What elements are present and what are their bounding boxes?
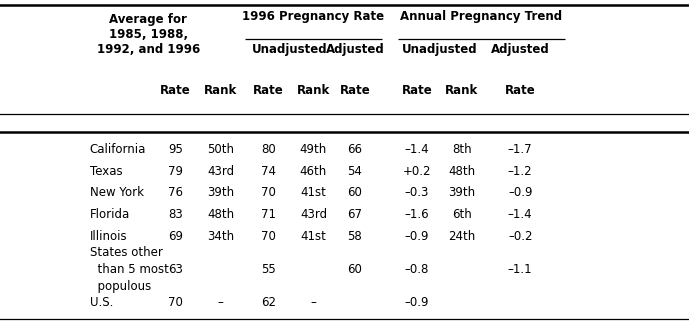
- Text: 69: 69: [168, 230, 183, 242]
- Text: Rate: Rate: [505, 84, 535, 97]
- Text: 39th: 39th: [207, 186, 234, 199]
- Text: –0.9: –0.9: [404, 230, 429, 242]
- Text: 71: 71: [261, 208, 276, 221]
- Text: –1.4: –1.4: [404, 143, 429, 156]
- Text: Texas: Texas: [90, 165, 122, 178]
- Text: 39th: 39th: [448, 186, 475, 199]
- Text: 76: 76: [168, 186, 183, 199]
- Text: 34th: 34th: [207, 230, 234, 242]
- Text: 70: 70: [261, 186, 276, 199]
- Text: 67: 67: [347, 208, 362, 221]
- Text: 24th: 24th: [448, 230, 475, 242]
- Text: –0.9: –0.9: [508, 186, 533, 199]
- Text: Average for
1985, 1988,
1992, and 1996: Average for 1985, 1988, 1992, and 1996: [96, 13, 200, 56]
- Text: 48th: 48th: [448, 165, 475, 178]
- Text: –0.3: –0.3: [404, 186, 429, 199]
- Text: 80: 80: [261, 143, 276, 156]
- Text: 46th: 46th: [300, 165, 327, 178]
- Text: 79: 79: [168, 165, 183, 178]
- Text: –1.2: –1.2: [508, 165, 533, 178]
- Text: Rank: Rank: [297, 84, 330, 97]
- Text: 70: 70: [261, 230, 276, 242]
- Text: –: –: [311, 296, 316, 308]
- Text: California: California: [90, 143, 146, 156]
- Text: 41st: 41st: [300, 230, 327, 242]
- Text: 50th: 50th: [207, 143, 234, 156]
- Text: Rate: Rate: [340, 84, 370, 97]
- Text: Rank: Rank: [204, 84, 237, 97]
- Text: –1.4: –1.4: [508, 208, 533, 221]
- Text: 41st: 41st: [300, 186, 327, 199]
- Text: 49th: 49th: [300, 143, 327, 156]
- Text: +0.2: +0.2: [402, 165, 431, 178]
- Text: Annual Pregnancy Trend: Annual Pregnancy Trend: [400, 10, 562, 23]
- Text: Rank: Rank: [445, 84, 478, 97]
- Text: 58: 58: [347, 230, 362, 242]
- Text: 95: 95: [168, 143, 183, 156]
- Text: –1.6: –1.6: [404, 208, 429, 221]
- Text: 43rd: 43rd: [300, 208, 327, 221]
- Text: Rate: Rate: [161, 84, 191, 97]
- Text: 60: 60: [347, 186, 362, 199]
- Text: Adjusted: Adjusted: [325, 43, 384, 56]
- Text: 1996 Pregnancy Rate: 1996 Pregnancy Rate: [243, 10, 384, 23]
- Text: –1.1: –1.1: [508, 263, 533, 276]
- Text: –0.8: –0.8: [404, 263, 429, 276]
- Text: Adjusted: Adjusted: [491, 43, 550, 56]
- Text: 43rd: 43rd: [207, 165, 234, 178]
- Text: –0.2: –0.2: [508, 230, 533, 242]
- Text: 74: 74: [261, 165, 276, 178]
- Text: 6th: 6th: [452, 208, 471, 221]
- Text: 62: 62: [261, 296, 276, 308]
- Text: U.S.: U.S.: [90, 296, 113, 308]
- Text: New York: New York: [90, 186, 143, 199]
- Text: Unadjusted: Unadjusted: [402, 43, 477, 56]
- Text: Illinois: Illinois: [90, 230, 127, 242]
- Text: 55: 55: [261, 263, 276, 276]
- Text: –1.7: –1.7: [508, 143, 533, 156]
- Text: Rate: Rate: [254, 84, 284, 97]
- Text: Unadjusted: Unadjusted: [251, 43, 327, 56]
- Text: 63: 63: [168, 263, 183, 276]
- Text: 48th: 48th: [207, 208, 234, 221]
- Text: Florida: Florida: [90, 208, 130, 221]
- Text: 83: 83: [168, 208, 183, 221]
- Text: –0.9: –0.9: [404, 296, 429, 308]
- Text: 8th: 8th: [452, 143, 471, 156]
- Text: States other
  than 5 most
  populous: States other than 5 most populous: [90, 246, 168, 293]
- Text: 54: 54: [347, 165, 362, 178]
- Text: 60: 60: [347, 263, 362, 276]
- Text: 70: 70: [168, 296, 183, 308]
- Text: 66: 66: [347, 143, 362, 156]
- Text: Rate: Rate: [402, 84, 432, 97]
- Text: –: –: [218, 296, 223, 308]
